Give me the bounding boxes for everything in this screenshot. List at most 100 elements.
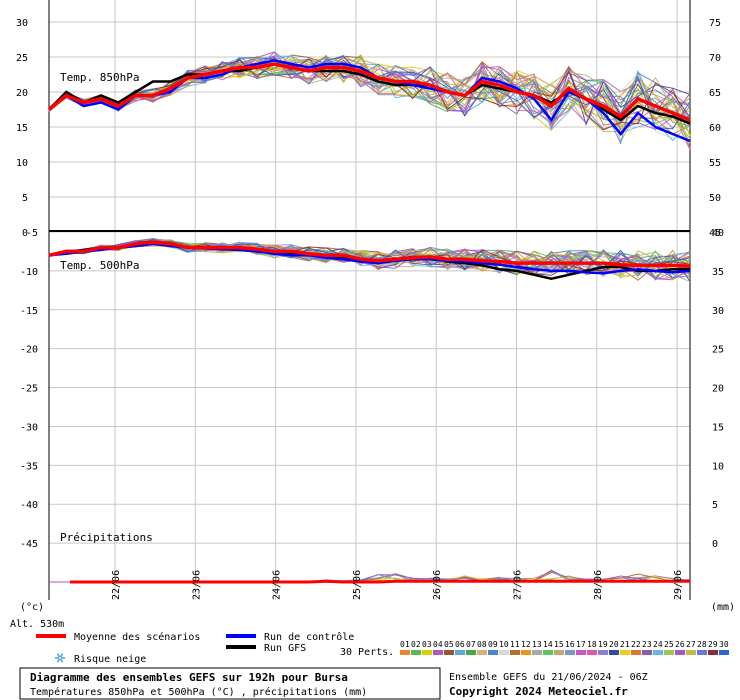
x-tick-label: 29/06 [673,570,684,600]
y-tick-label-right: 5 [712,500,718,511]
x-tick-label: 25/06 [352,570,363,600]
panel-label-850: Temp. 850hPa [60,71,139,84]
y-tick-label: -15 [20,306,38,317]
member-swatch [400,650,410,655]
y-tick-label: 0 [22,228,28,239]
member-number: 02 [411,640,421,649]
members-count: 30 Perts. [340,647,394,658]
unit-right: (mm) [711,602,735,613]
member-number: 21 [620,640,630,649]
main-series [47,59,691,584]
y-tick-label-right: 60 [709,123,721,134]
legend-snow: Risque neige [74,654,146,665]
member-swatch [598,650,608,655]
member-number: 14 [543,640,553,649]
copyright: Copyright 2024 Meteociel.fr [449,685,628,698]
member-number: 12 [521,640,531,649]
plot-panels [48,0,691,600]
y-tick-label-right: 30 [712,306,724,317]
y-tick-label: 30 [16,18,28,29]
altitude-label: Alt. 530m [10,619,64,630]
member-swatch [543,650,553,655]
member-runs [48,51,691,583]
member-swatch [719,650,729,655]
member-color-legend: 01 02 03 04 05 06 07 08 09 10 11 12 13 14 15 16 17 18 19 20… [400,640,729,655]
y-tick-label: 15 [16,123,28,134]
member-swatch [510,650,520,655]
panel-label-precip: Précipitations [60,531,153,544]
member-swatch [411,650,421,655]
member-number: 17 [576,640,586,649]
y-tick-label: -40 [20,500,38,511]
y-tick-label: 5 [22,193,28,204]
y-tick-label: -10 [20,267,38,278]
y-tick-label: -5 [26,228,38,239]
member-swatch [686,650,696,655]
y-tick-label-right: 0 [712,539,718,550]
legend-swatch-gfs [226,645,256,649]
x-tick-label: 28/06 [593,570,604,600]
y-tick-label-right: 10 [712,461,724,472]
member-number: 19 [598,640,608,649]
member-swatch [565,650,575,655]
member-swatch [466,650,476,655]
member-number: 22 [631,640,641,649]
y-tick-label-right: 25 [712,345,724,356]
footer-box [19,667,441,700]
y-tick-label-right: 15 [712,422,724,433]
member-number: 15 [554,640,564,649]
y-tick-label: 25 [16,53,28,64]
member-swatch [433,650,443,655]
y-tick-label: 20 [16,88,28,99]
member-swatch [697,650,707,655]
member-swatch [653,650,663,655]
member-number: 13 [532,640,542,649]
y-tick-label: -20 [20,345,38,356]
mean-line [48,240,691,268]
mean-line [47,62,691,122]
y-tick-label: -45 [20,539,38,550]
x-tick-label: 24/06 [272,570,283,600]
run-info: Ensemble GEFS du 21/06/2024 - 06Z [449,672,648,683]
member-swatch [477,650,487,655]
x-tick-label: 23/06 [191,570,202,600]
member-number: 10 [499,640,509,649]
unit-left: (°c) [20,602,44,613]
member-swatch [708,650,718,655]
member-number: 18 [587,640,597,649]
y-tick-label-right: 65 [709,88,721,99]
member-number: 11 [510,640,520,649]
member-swatch [554,650,564,655]
legend: Moyenne des scénarios Run de contrôle Ru… [36,631,394,665]
member-number: 07 [466,640,476,649]
x-tick-label: 22/06 [111,570,122,600]
member-swatch [532,650,542,655]
member-number: 08 [477,640,487,649]
member-number: 05 [444,640,454,649]
y-tick-label-right: 75 [709,18,721,29]
member-line [48,56,691,128]
legend-mean: Moyenne des scénarios [74,631,200,643]
snowflake-icon [55,653,65,663]
legend-swatch-control [226,634,256,638]
y-tick-label-right: 20 [712,384,724,395]
member-number: 29 [708,640,718,649]
legend-swatch-mean [36,634,66,638]
footer-subtitle: Températures 850hPa et 500hPa (°C) , pré… [30,686,367,698]
x-tick-label: 27/06 [513,570,524,600]
footer-title: Diagramme des ensembles GEFS sur 192h po… [30,671,348,684]
y-tick-label-right: 50 [709,193,721,204]
member-swatch [631,650,641,655]
member-swatch [521,650,531,655]
member-number: 20 [609,640,619,649]
member-swatch [576,650,586,655]
member-number: 16 [565,640,575,649]
member-swatch [444,650,454,655]
member-line [48,238,691,279]
panel-label-500: Temp. 500hPa [60,259,139,272]
member-number: 24 [653,640,663,649]
member-number: 25 [664,640,674,649]
member-number: 04 [433,640,443,649]
member-swatch [422,650,432,655]
